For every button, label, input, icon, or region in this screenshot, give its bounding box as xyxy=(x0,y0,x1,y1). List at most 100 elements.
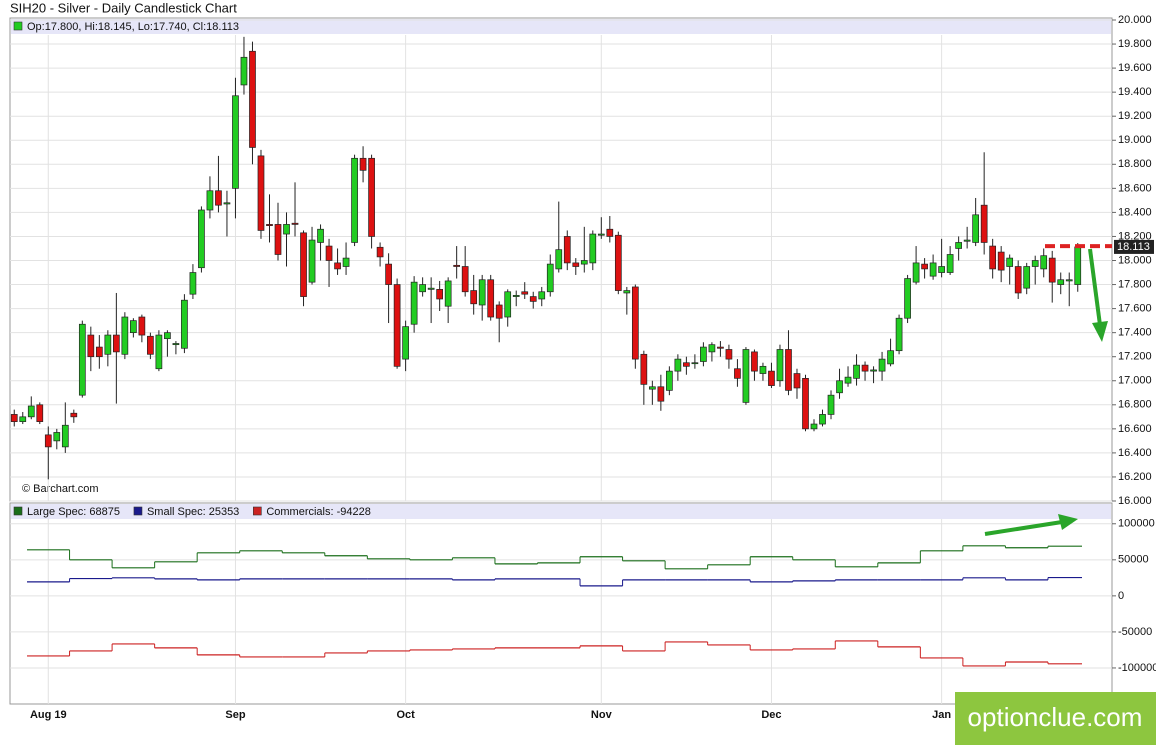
y-tick-label: 19.400 xyxy=(1118,86,1152,98)
candle-body xyxy=(572,262,580,267)
candle-body xyxy=(640,353,648,385)
candle-body xyxy=(887,350,894,365)
price-legend: Op:17.800, Hi:18.145, Lo:17.740, Cl:18.1… xyxy=(27,21,239,33)
candle-body xyxy=(27,405,35,418)
candle-body xyxy=(436,289,444,300)
candle-body xyxy=(776,349,784,382)
candle-body xyxy=(683,362,690,367)
candle-body xyxy=(240,56,248,86)
candle-body xyxy=(402,326,409,360)
candle-body xyxy=(521,291,529,295)
candle-body xyxy=(504,291,512,318)
candle-body xyxy=(164,332,171,340)
legend-swatch xyxy=(253,506,262,516)
candle-body xyxy=(980,204,988,243)
candle-body xyxy=(359,157,367,171)
candle-body xyxy=(61,424,69,448)
candle-body xyxy=(461,266,469,293)
candle-body xyxy=(410,281,418,325)
candle-body xyxy=(419,284,426,293)
legend-label: Commercials: -94228 xyxy=(266,506,371,518)
candle-body xyxy=(1023,266,1031,289)
candle-body xyxy=(836,380,843,394)
arrow-up xyxy=(984,520,1063,536)
candle-body xyxy=(870,369,877,372)
candle-body xyxy=(844,376,852,384)
candle-body xyxy=(215,190,222,206)
candle-body xyxy=(478,279,486,306)
candle-body xyxy=(1006,257,1014,267)
candle-body xyxy=(972,214,980,243)
candle-body xyxy=(87,334,95,358)
candle-body xyxy=(44,434,52,448)
candle-body xyxy=(895,317,903,352)
candle-body xyxy=(155,334,163,370)
candle-body xyxy=(963,239,971,242)
candle-body xyxy=(104,334,112,355)
candle-body xyxy=(768,370,775,386)
candle-body xyxy=(147,335,154,355)
candle-body xyxy=(989,245,997,270)
candle-body xyxy=(921,263,928,270)
candle-body xyxy=(138,316,146,336)
candle-body xyxy=(904,278,911,319)
candle-body xyxy=(666,370,673,391)
candle-body xyxy=(861,364,869,372)
candle-body xyxy=(708,344,716,353)
y-tick-label: 20.000 xyxy=(1118,14,1152,26)
x-tick-label: Sep xyxy=(225,709,245,721)
y-tick-label: 16.200 xyxy=(1118,471,1152,483)
candle-body xyxy=(317,228,324,243)
candle-body xyxy=(223,202,231,205)
candle-body xyxy=(249,50,256,148)
candle-body xyxy=(912,262,920,283)
candle-body xyxy=(291,222,299,225)
candle-body xyxy=(802,377,809,430)
candle-body xyxy=(563,236,571,264)
y-tick-label: 0 xyxy=(1118,590,1124,602)
candle-body xyxy=(10,414,18,422)
candle-body xyxy=(198,209,205,269)
candle-body xyxy=(334,262,341,270)
cot-panel-frame xyxy=(9,502,1113,705)
candle-body xyxy=(606,228,614,237)
candle-body xyxy=(283,224,290,235)
candle-body xyxy=(95,346,103,358)
candle-body xyxy=(453,264,461,267)
candle-body xyxy=(427,287,435,290)
y-tick-label: 17.600 xyxy=(1118,303,1152,315)
candle-body xyxy=(112,334,120,353)
candle-body xyxy=(555,249,563,270)
y-tick-label: -50000 xyxy=(1118,626,1152,638)
candle-body xyxy=(351,157,358,243)
chart-title: SIH20 - Silver - Daily Candlestick Chart xyxy=(10,0,237,15)
candle-body xyxy=(580,260,588,265)
annotation-arrows xyxy=(984,248,1108,536)
y-tick-label: 16.800 xyxy=(1118,399,1152,411)
candle-body xyxy=(53,432,61,442)
y-tick-label: 19.600 xyxy=(1118,62,1152,74)
legend-swatch xyxy=(13,21,23,31)
candle-body xyxy=(589,233,597,264)
source-note: © Barchart.com xyxy=(22,483,99,495)
y-tick-label: 18.200 xyxy=(1118,230,1152,242)
y-tick-label: 17.000 xyxy=(1118,375,1152,387)
candle-body xyxy=(368,157,375,237)
candle-body xyxy=(819,414,826,425)
watermark-box xyxy=(955,692,1156,745)
legend-swatch xyxy=(13,506,23,516)
candle-body xyxy=(444,280,452,307)
candle-body xyxy=(751,351,758,372)
y-tick-label: 18.600 xyxy=(1118,182,1152,194)
candle-body xyxy=(614,234,622,291)
y-tick-label: 16.400 xyxy=(1118,447,1152,459)
candle-body xyxy=(810,423,818,430)
y-tick-label: 17.800 xyxy=(1118,278,1152,290)
candle-body xyxy=(487,279,495,318)
candle-body xyxy=(1040,255,1048,270)
candle-body xyxy=(946,254,954,273)
candle-body xyxy=(1065,279,1073,282)
cot-legend-band xyxy=(11,504,1111,519)
